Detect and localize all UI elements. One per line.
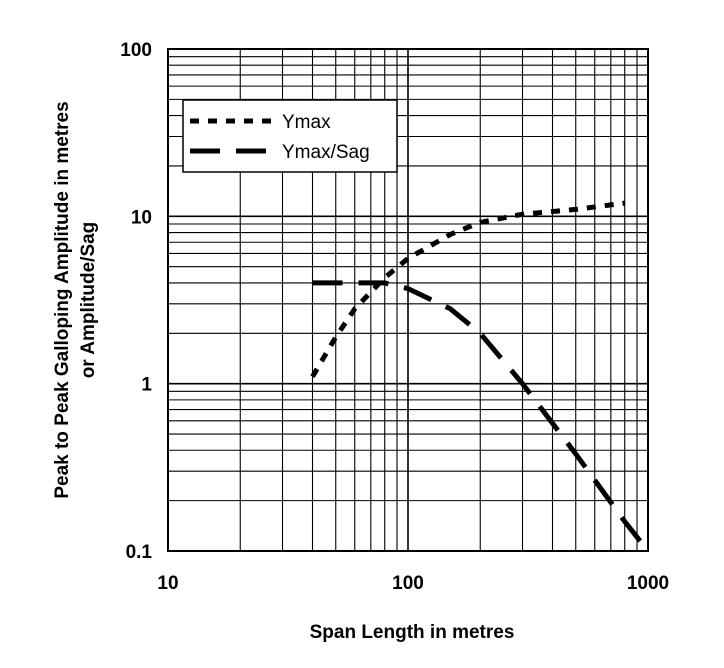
series-lines xyxy=(310,200,650,553)
series-line-ymax-sag xyxy=(312,280,650,553)
x-axis-label: Span Length in metres xyxy=(310,622,515,643)
tick-labels: 10 100 1000 0.1 1 10 100 xyxy=(120,40,669,594)
y-tick-label: 100 xyxy=(120,40,152,61)
y-tick-label: 10 xyxy=(131,207,152,228)
y-axis-label-line1: Peak to Peak Galloping Amplitude in metr… xyxy=(52,101,73,498)
y-tick-label: 1 xyxy=(141,375,152,396)
x-tick-label: 10 xyxy=(157,573,178,594)
x-tick-label: 100 xyxy=(392,573,424,594)
plot-frame xyxy=(167,48,649,552)
y-axis-label-line2: or Amplitude/Sag xyxy=(78,222,99,379)
legend-box xyxy=(182,99,398,173)
legend-label-ymax: Ymax xyxy=(282,112,331,133)
legend: Ymax Ymax/Sag xyxy=(182,99,398,173)
y-tick-label: 0.1 xyxy=(126,542,153,563)
series-line-ymax xyxy=(310,200,626,378)
x-tick-label: 1000 xyxy=(627,573,669,594)
legend-label-ymax-sag: Ymax/Sag xyxy=(282,142,370,163)
